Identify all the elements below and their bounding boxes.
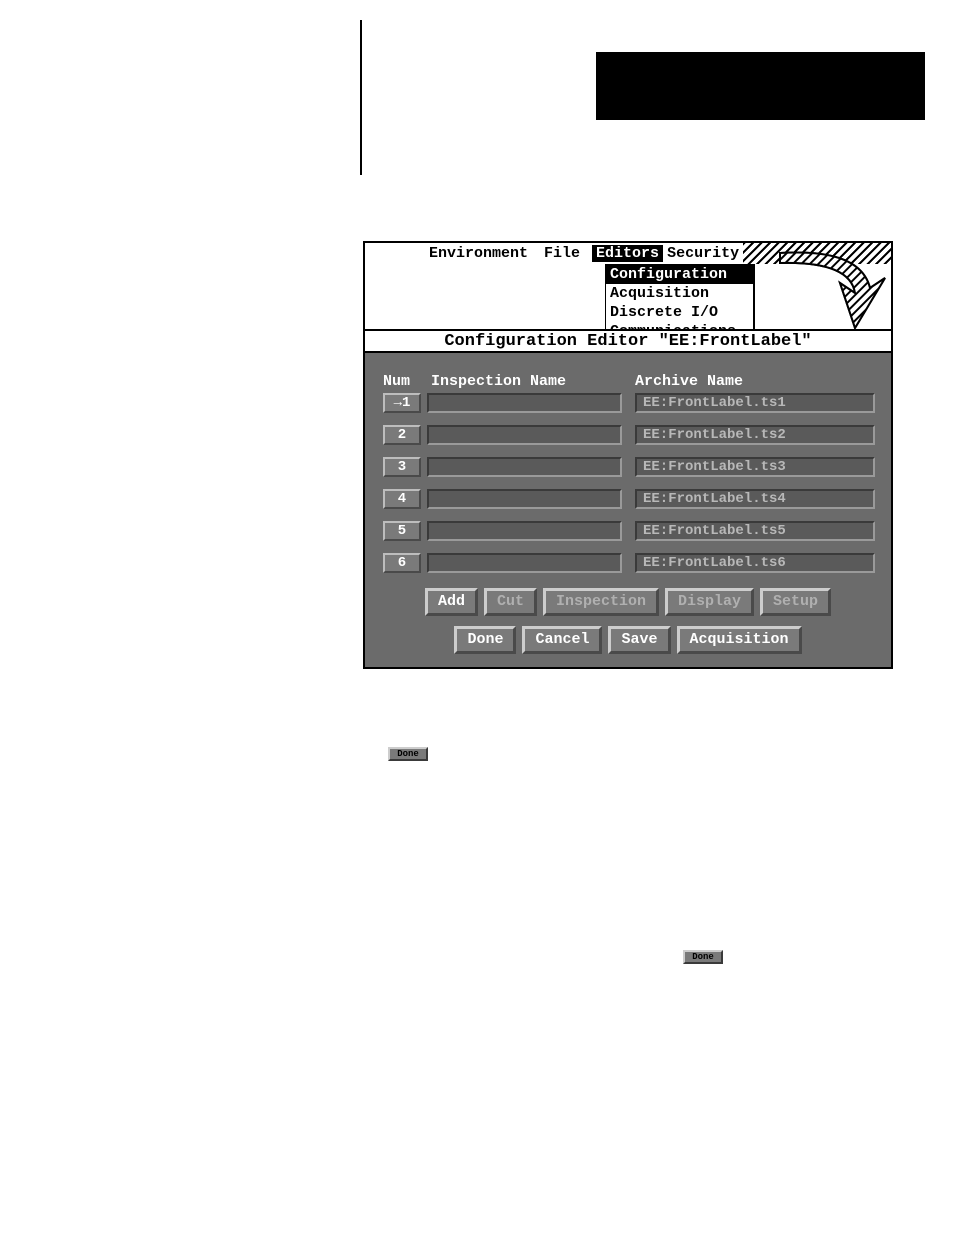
archive-name-cell[interactable]: EE:FrontLabel.ts1	[635, 393, 875, 413]
archive-name-cell[interactable]: EE:FrontLabel.ts3	[635, 457, 875, 477]
header-num: Num	[383, 373, 410, 390]
inspection-name-cell[interactable]	[427, 489, 622, 509]
num-cell[interactable]: →1	[383, 393, 421, 413]
archive-name-cell[interactable]: EE:FrontLabel.ts5	[635, 521, 875, 541]
menu-security[interactable]: Security	[663, 245, 743, 262]
archive-name-cell[interactable]: EE:FrontLabel.ts2	[635, 425, 875, 445]
screenshot-panel: Environment File Editors Security Config…	[363, 241, 893, 669]
blank-strip-right	[754, 264, 891, 329]
header-insp: Inspection Name	[431, 373, 566, 390]
table-area: Num Inspection Name Archive Name →1 EE:Fr…	[365, 353, 891, 667]
num-cell[interactable]: 2	[383, 425, 421, 445]
save-button[interactable]: Save	[608, 626, 670, 654]
done-button-inline[interactable]: Done	[683, 950, 723, 964]
cancel-button[interactable]: Cancel	[522, 626, 602, 654]
acquisition-button[interactable]: Acquisition	[677, 626, 802, 654]
dropdown-configuration[interactable]: Configuration	[606, 265, 753, 284]
dropdown-acquisition[interactable]: Acquisition	[606, 284, 753, 303]
menu-editors[interactable]: Editors	[592, 245, 663, 262]
cut-button: Cut	[484, 588, 537, 616]
inspection-name-cell[interactable]	[427, 553, 622, 573]
archive-name-cell[interactable]: EE:FrontLabel.ts6	[635, 553, 875, 573]
menu-environment[interactable]: Environment	[425, 245, 532, 262]
editor-title: Configuration Editor "EE:FrontLabel"	[365, 329, 891, 353]
menubar-hatch	[743, 243, 891, 264]
button-row-2: DoneCancelSaveAcquisition	[365, 626, 891, 654]
header-arch: Archive Name	[635, 373, 743, 390]
vertical-divider	[360, 20, 362, 175]
num-cell[interactable]: 5	[383, 521, 421, 541]
num-cell[interactable]: 4	[383, 489, 421, 509]
archive-name-cell[interactable]: EE:FrontLabel.ts4	[635, 489, 875, 509]
inspection-name-cell[interactable]	[427, 393, 622, 413]
menubar: Environment File Editors Security	[365, 243, 891, 264]
dropdown-discrete-io[interactable]: Discrete I/O	[606, 303, 753, 322]
menu-file[interactable]: File	[540, 245, 584, 262]
inspection-button: Inspection	[543, 588, 659, 616]
add-button[interactable]: Add	[425, 588, 478, 616]
done-button-inline[interactable]: Done	[388, 747, 428, 761]
button-row-1: AddCutInspectionDisplaySetup	[365, 588, 891, 616]
display-button: Display	[665, 588, 754, 616]
inspection-name-cell[interactable]	[427, 521, 622, 541]
blank-strip-left	[365, 264, 605, 329]
done-button[interactable]: Done	[454, 626, 516, 654]
header-black-box	[596, 52, 925, 120]
inspection-name-cell[interactable]	[427, 425, 622, 445]
inspection-name-cell[interactable]	[427, 457, 622, 477]
num-cell[interactable]: 6	[383, 553, 421, 573]
num-cell[interactable]: 3	[383, 457, 421, 477]
setup-button: Setup	[760, 588, 831, 616]
